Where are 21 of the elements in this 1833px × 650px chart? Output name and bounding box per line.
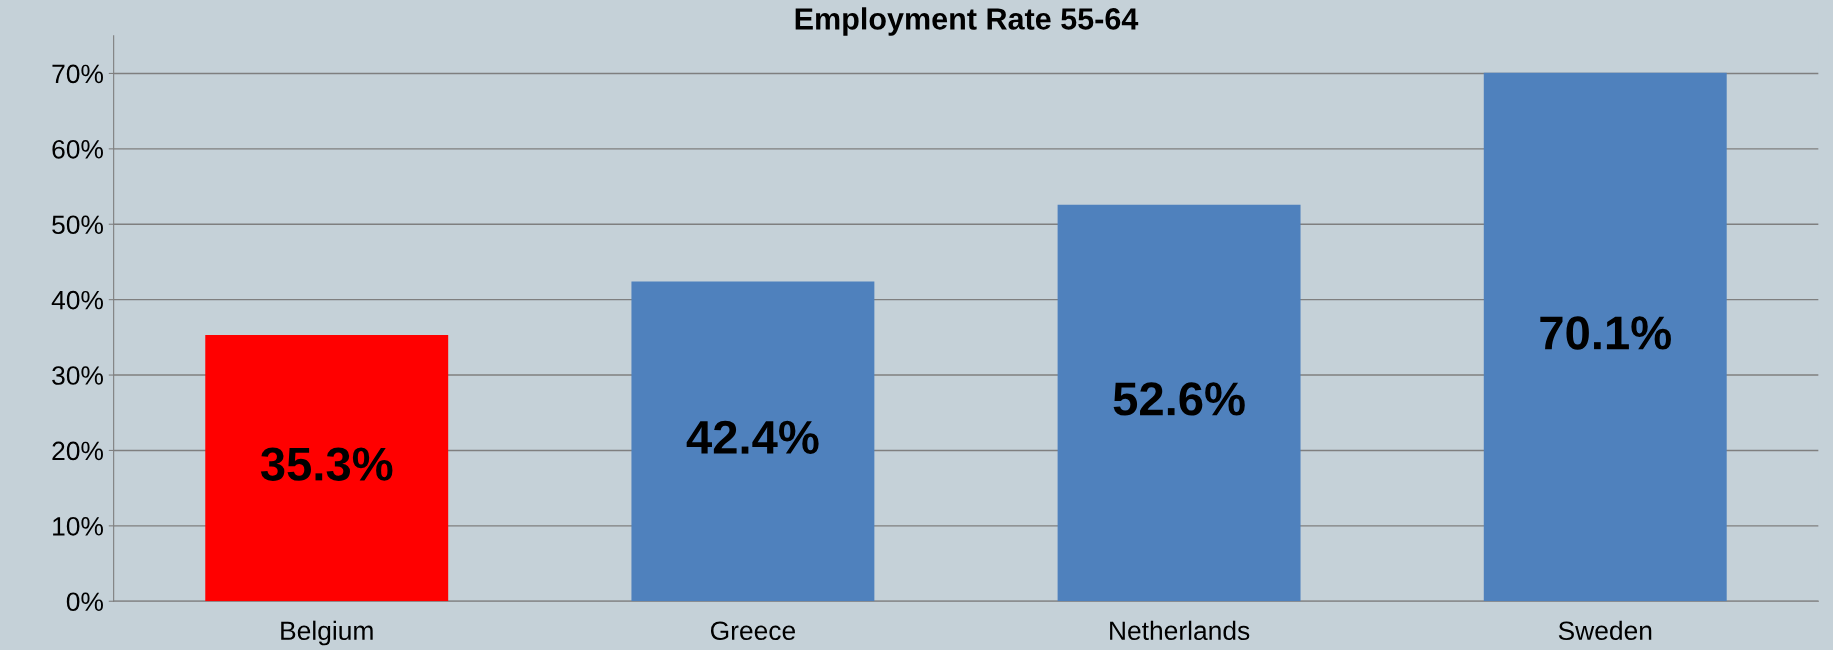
x-tick-label: Sweden bbox=[1558, 620, 1652, 641]
data-label: 70.1% bbox=[1540, 316, 1671, 350]
bar bbox=[631, 281, 875, 602]
x-tick-label: Belgium bbox=[281, 620, 373, 646]
y-tick-label: 0% bbox=[66, 592, 103, 612]
bar bbox=[1057, 204, 1301, 602]
bar bbox=[1483, 72, 1727, 602]
chart-title: Employment Rate 55-64 bbox=[795, 7, 1139, 36]
y-tick-label: 20% bbox=[52, 441, 103, 461]
y-tick-label: 40% bbox=[51, 290, 103, 310]
x-tick-label: Netherlands bbox=[1110, 620, 1250, 641]
y-tick-label: 70% bbox=[52, 64, 103, 84]
y-tick-label: 50% bbox=[52, 215, 103, 235]
y-tick-label: 30% bbox=[52, 366, 103, 385]
bar bbox=[205, 335, 449, 602]
x-tick-label: Greece bbox=[710, 621, 795, 641]
y-tick-label: 60% bbox=[52, 139, 103, 159]
data-label: 42.4% bbox=[686, 420, 819, 454]
data-label: 35.3% bbox=[260, 447, 393, 481]
data-label: 52.6% bbox=[1113, 382, 1245, 416]
y-tick-label: 10% bbox=[53, 516, 103, 536]
